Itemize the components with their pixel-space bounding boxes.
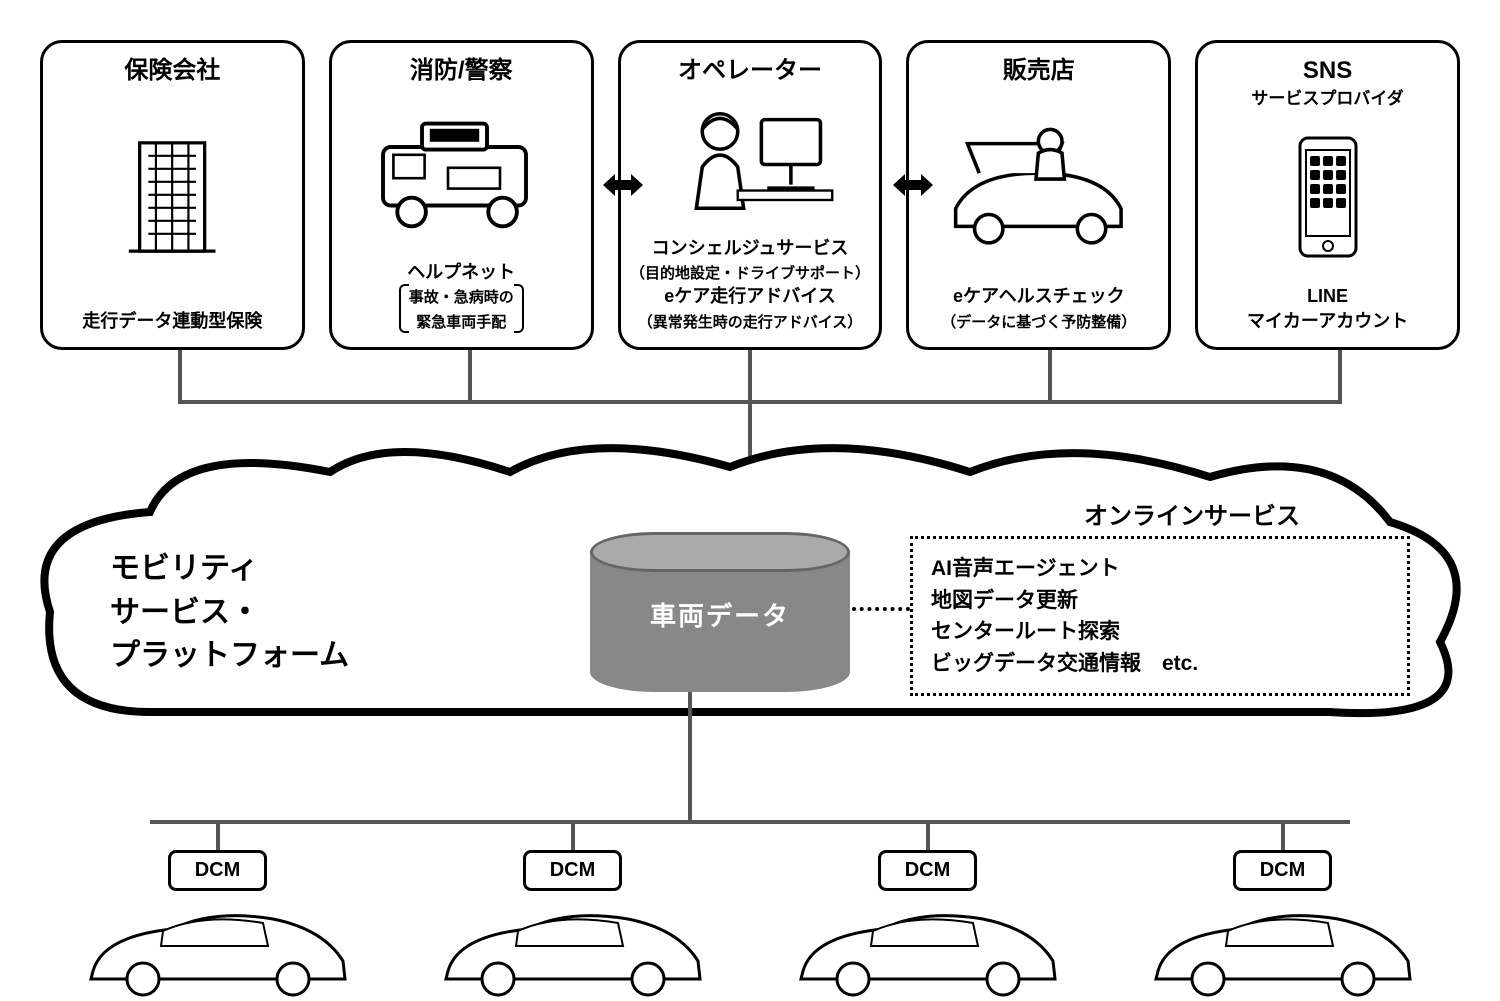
connector (1048, 350, 1052, 404)
cylinder-label: 車両データ (590, 596, 850, 633)
car-icon (783, 891, 1073, 1001)
connector (178, 350, 182, 404)
dotted-connector (852, 607, 910, 611)
vehicle: DCM (783, 820, 1073, 1001)
vehicle: DCM (428, 820, 718, 1001)
car-icon (73, 891, 363, 1001)
connector (468, 350, 472, 404)
cloud-label-line: サービス・ (110, 596, 260, 629)
ambulance-icon (340, 86, 583, 260)
dcm-label: DCM (1233, 850, 1333, 891)
cloud-platform: モビリティ サービス・ プラットフォーム 車両データ オンラインサービス AI音… (30, 432, 1470, 752)
desc-line: 事故・急病時の (409, 289, 514, 306)
dealer-icon (917, 86, 1160, 285)
desc-line: eケアヘルスチェック (953, 286, 1125, 306)
cloud-label-line: モビリティ (110, 552, 258, 585)
connector (1338, 350, 1342, 404)
desc-sub: （データに基づく予防整備） (941, 314, 1136, 331)
connector (571, 820, 575, 850)
card-desc: LINE マイカーアカウント (1247, 284, 1408, 333)
card-title: 販売店 (1003, 57, 1075, 86)
desc-sub: （目的地設定・ドライブサポート） (630, 265, 870, 282)
connector (1281, 820, 1285, 850)
operator-icon (629, 86, 872, 236)
card-operator: オペレーター コンシェルジュサービス （目的地設定・ドライブサポート） eケア走… (618, 40, 883, 350)
card-insurance: 保険会社 走行データ連動型保険 (40, 40, 305, 350)
online-item: AI音声エージェント (931, 553, 1389, 585)
card-sns: SNS サービスプロバイダ LINE マイカーアカウント (1195, 40, 1460, 350)
card-desc: 走行データ連動型保険 (82, 309, 262, 333)
arrow-operator-dealer (893, 170, 933, 200)
card-emergency: 消防/警察 ヘルプネット 事故・急病時の 緊急車両手配 (329, 40, 594, 350)
vehicle: DCM (1138, 820, 1428, 1001)
desc-line: LINE (1307, 286, 1348, 306)
top-service-cards: 保険会社 走行データ連動型保険 消防/警察 (40, 40, 1460, 350)
desc-line: ヘルプネット (407, 262, 515, 282)
desc-line: eケア走行アドバイス (664, 286, 835, 306)
desc-line: マイカーアカウント (1247, 311, 1408, 331)
card-title: 消防/警察 (410, 57, 513, 86)
online-item: ビッグデータ交通情報 etc. (931, 648, 1389, 680)
connector (178, 400, 1342, 404)
online-services-title: オンラインサービス (1084, 496, 1300, 531)
phone-icon (1206, 109, 1449, 285)
card-desc: コンシェルジュサービス （目的地設定・ドライブサポート） eケア走行アドバイス … (630, 236, 870, 333)
connector (926, 820, 930, 850)
desc-line: 緊急車両手配 (416, 314, 506, 331)
dcm-label: DCM (168, 850, 268, 891)
car-icon (1138, 891, 1428, 1001)
card-desc: ヘルプネット 事故・急病時の 緊急車両手配 (399, 260, 524, 333)
desc-sub: （異常発生時の走行アドバイス） (638, 314, 863, 331)
card-title: 保険会社 (124, 57, 220, 86)
card-subtitle: サービスプロバイダ (1251, 84, 1403, 109)
vehicles-row: DCM DCM DCM (40, 770, 1460, 980)
card-desc: eケアヘルスチェック （データに基づく予防整備） (941, 284, 1136, 333)
card-dealer: 販売店 eケアヘルスチェック （データに基づく予防整備） (906, 40, 1171, 350)
car-icon (428, 891, 718, 1001)
card-title: オペレーター (678, 57, 822, 86)
cloud-label-line: プラットフォーム (110, 639, 349, 672)
building-icon (51, 86, 294, 309)
dcm-label: DCM (878, 850, 978, 891)
vehicle: DCM (73, 820, 363, 1001)
vehicle-data-cylinder-icon: 車両データ (590, 532, 850, 692)
dcm-label: DCM (523, 850, 623, 891)
online-item: 地図データ更新 (931, 585, 1389, 617)
online-services-box: AI音声エージェント 地図データ更新 センタールート探索 ビッグデータ交通情報 … (910, 536, 1410, 696)
desc-line: コンシェルジュサービス (652, 238, 849, 258)
cloud-label: モビリティ サービス・ プラットフォーム (110, 547, 349, 678)
card-title: SNS (1303, 57, 1352, 86)
online-item: センタールート探索 (931, 616, 1389, 648)
connector (216, 820, 220, 850)
arrow-emergency-operator (603, 170, 643, 200)
